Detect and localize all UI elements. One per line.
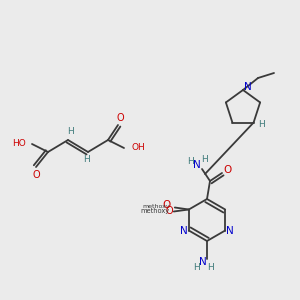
Text: O: O	[223, 165, 231, 175]
Text: OH: OH	[131, 143, 145, 152]
Text: methoxy: methoxy	[140, 208, 169, 214]
Text: H: H	[258, 120, 265, 129]
Text: H: H	[193, 263, 200, 272]
Text: O: O	[116, 113, 124, 123]
Text: H: H	[201, 154, 207, 164]
Text: O: O	[165, 206, 172, 217]
Text: H: H	[187, 157, 194, 166]
Text: H: H	[67, 128, 73, 136]
Text: HO: HO	[12, 140, 26, 148]
Text: O: O	[163, 200, 171, 211]
Text: N: N	[226, 226, 234, 236]
Text: H: H	[207, 263, 213, 272]
Text: N: N	[193, 160, 201, 170]
Text: N: N	[199, 257, 207, 267]
Text: H: H	[82, 155, 89, 164]
Text: methoxy: methoxy	[142, 204, 170, 209]
Text: N: N	[244, 82, 252, 92]
Text: N: N	[180, 226, 188, 236]
Text: O: O	[32, 170, 40, 180]
